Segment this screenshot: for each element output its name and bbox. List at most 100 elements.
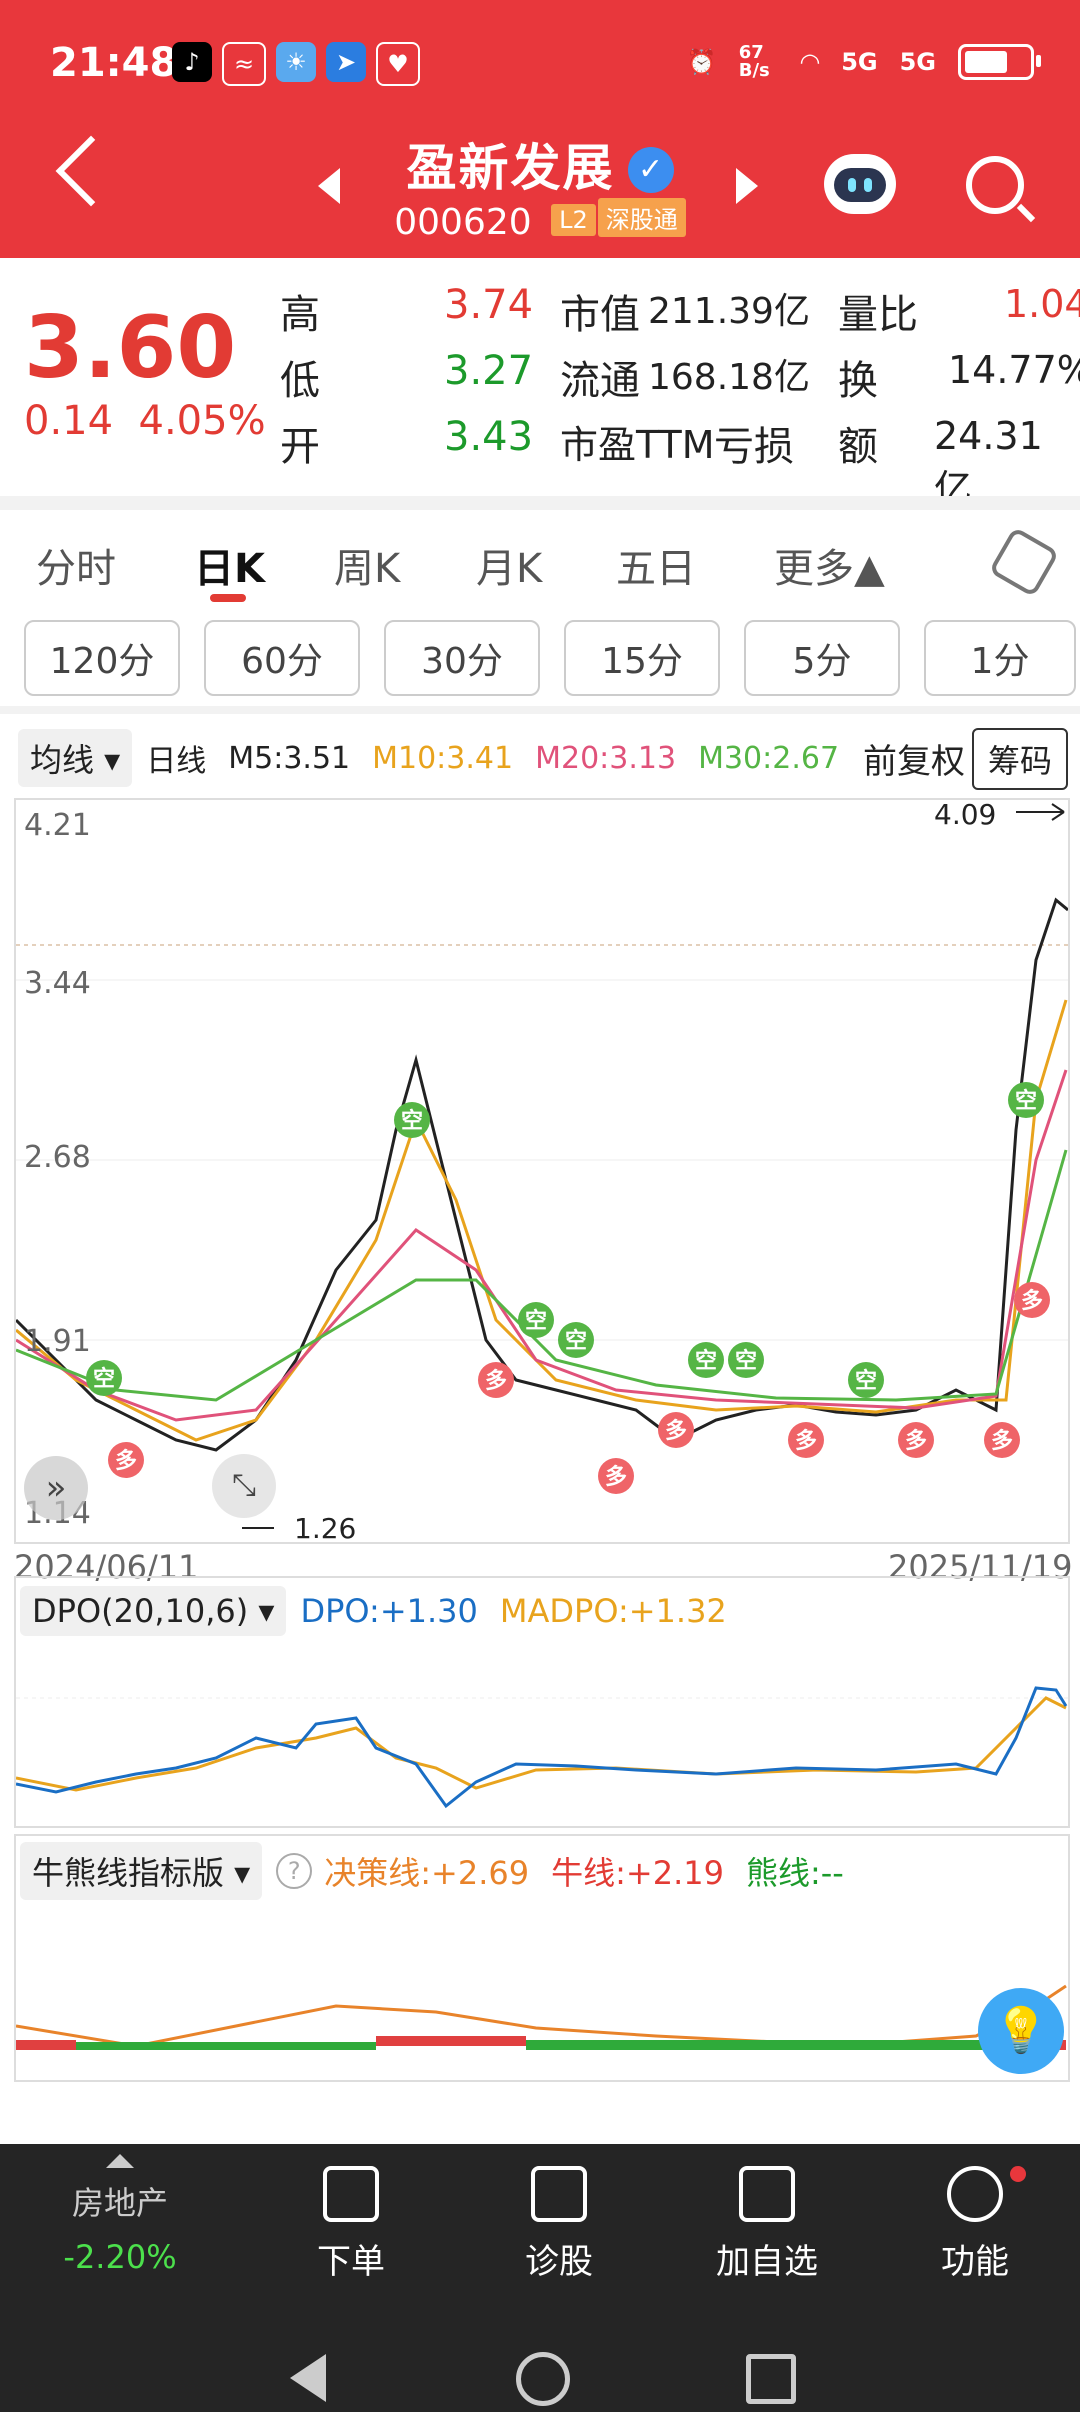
max-price-label: 4.09 (934, 798, 997, 831)
status-indicators: ⏰ 67 B/s ◠ 5G 5G (686, 44, 1041, 80)
dpo-header: DPO(20,10,6) ▾ DPO:+1.30 MADPO:+1.32 (20, 1586, 727, 1636)
svg-text:多: 多 (991, 1428, 1013, 1454)
bull-line-value: 牛线:+2.19 (551, 1854, 724, 1892)
value-open: 3.43 (444, 414, 534, 460)
stock-title: 盈新发展 ✓ (0, 128, 1080, 200)
svg-text:多: 多 (115, 1448, 137, 1474)
adjust-label[interactable]: 前复权 (863, 741, 966, 782)
change-pct: 4.05% (138, 398, 266, 444)
chip-button[interactable]: 筹码 (971, 728, 1068, 790)
arrow-app-icon: ➤ (326, 42, 366, 82)
system-recents-icon[interactable] (746, 2354, 796, 2404)
tab-five-day[interactable]: 五日 (616, 546, 696, 592)
dpo-value: DPO:+1.30 (300, 1592, 478, 1630)
nav-label-diagnose: 诊股 (525, 2242, 593, 2282)
end-date: 2025/11/19 (888, 1548, 1073, 1586)
system-back-icon[interactable] (290, 2354, 326, 2402)
search-icon[interactable] (966, 156, 1024, 214)
bull-bear-selector[interactable]: 牛熊线指标版 ▾ (20, 1842, 263, 1900)
svg-text:空: 空 (401, 1108, 423, 1134)
tab-weekly-k[interactable]: 周K (334, 546, 401, 592)
fullscreen-icon[interactable]: ⤡ (212, 1454, 276, 1518)
m5-value: M5:3.51 (228, 740, 351, 776)
btn-60min[interactable]: 60分 (204, 620, 360, 696)
minute-period-buttons: 120分 60分 30分 15分 5分 1分 (24, 620, 1076, 696)
notification-dot (1010, 2166, 1026, 2182)
y-label-2: 3.44 (24, 966, 91, 1001)
tab-daily-k[interactable]: 日K (194, 546, 265, 592)
label-mktcap: 市值 (560, 292, 640, 338)
btn-30min[interactable]: 30分 (384, 620, 540, 696)
value-turnover: 14.77% (948, 348, 1080, 392)
ma-type-dropdown[interactable]: 均线 ▾ (18, 729, 133, 787)
value-high: 3.74 (444, 282, 534, 328)
nav-place-order[interactable]: 下单 (276, 2166, 426, 2283)
svg-text:多: 多 (485, 1368, 507, 1394)
sector-info[interactable]: 房地产 -2.20% (60, 2154, 180, 2276)
svg-text:空: 空 (735, 1348, 757, 1374)
svg-text:多: 多 (905, 1428, 927, 1454)
tips-bulb-icon[interactable]: 💡 (978, 1988, 1064, 2074)
tag-l2: L2 (551, 204, 596, 236)
alarm-icon: ⏰ (686, 48, 717, 76)
divider (0, 706, 1080, 714)
svg-text:多: 多 (1021, 1288, 1043, 1314)
label-volratio: 量比 (838, 292, 918, 338)
btn-1min[interactable]: 1分 (924, 620, 1076, 696)
last-price: 3.60 (24, 298, 237, 398)
expand-up-icon (106, 2154, 134, 2168)
bull-bear-panel[interactable]: 牛熊线指标版 ▾ ? 决策线:+2.69 牛线:+2.19 熊线:-- 💡 (14, 1834, 1070, 2082)
m10-value: M10:3.41 (372, 740, 514, 776)
prev-stock-icon[interactable] (318, 168, 340, 204)
bear-line-value: 熊线:-- (745, 1854, 844, 1892)
tiktok-icon: ♪ (172, 42, 212, 82)
ai-assistant-icon[interactable] (824, 154, 896, 214)
dpo-panel[interactable]: DPO(20,10,6) ▾ DPO:+1.30 MADPO:+1.32 (14, 1576, 1070, 1828)
menu-icon (947, 2166, 1003, 2222)
dpo-selector[interactable]: DPO(20,10,6) ▾ (20, 1586, 287, 1636)
settings-icon[interactable] (988, 526, 1060, 598)
quote-panel: 3.60 0.14 4.05% 高 3.74 市值 211.39亿 量比 1.0… (0, 258, 1080, 511)
next-stock-icon[interactable] (736, 168, 758, 204)
plus-icon (739, 2166, 795, 2222)
btn-15min[interactable]: 15分 (564, 620, 720, 696)
tag-exchange: 深股通 (597, 198, 686, 237)
signal-label-2: 5G (899, 48, 936, 76)
btn-5min[interactable]: 5分 (744, 620, 900, 696)
m20-value: M20:3.13 (535, 740, 677, 776)
period-tabs: 分时 日K 周K 月K 五日 更多▲ (0, 510, 1080, 602)
signal-label-1: 5G (841, 48, 878, 76)
value-float: 168.18亿 (648, 357, 810, 398)
stock-code: 000620 (394, 202, 532, 243)
system-home-icon[interactable] (516, 2352, 570, 2406)
tab-more[interactable]: 更多▲ (774, 546, 885, 592)
label-high: 高 (280, 292, 320, 338)
kline-chart[interactable]: 空 多 空 空 空 多 多 多 空 空 多 空 多 多 空 多 4.21 3.4… (14, 798, 1070, 1545)
stock-name: 盈新发展 (406, 139, 615, 197)
tab-intraday[interactable]: 分时 (36, 546, 116, 592)
value-amount: 24.31亿 (934, 414, 1043, 511)
madpo-value: MADPO:+1.32 (499, 1592, 727, 1630)
price-change: 0.14 4.05% (24, 398, 266, 444)
m30-value: M30:2.67 (698, 740, 840, 776)
value-pe: 亏损 (714, 424, 794, 470)
btn-120min[interactable]: 120分 (24, 620, 180, 696)
value-volratio: 1.04 (1004, 282, 1080, 326)
svg-text:空: 空 (565, 1328, 587, 1354)
bull-bear-header: 牛熊线指标版 ▾ ? 决策线:+2.69 牛线:+2.19 熊线:-- (20, 1842, 844, 1900)
tab-monthly-k[interactable]: 月K (476, 546, 543, 592)
help-icon[interactable]: ? (276, 1853, 313, 1889)
value-low: 3.27 (444, 348, 534, 394)
nav-add-watchlist[interactable]: 加自选 (692, 2166, 842, 2283)
value-mktcap: 211.39亿 (648, 291, 810, 332)
nav-diagnose[interactable]: 诊股 (484, 2166, 634, 2283)
nav-label-functions: 功能 (941, 2242, 1009, 2282)
sector-name: 房地产 (71, 2184, 168, 2222)
nav-functions[interactable]: 功能 (900, 2166, 1050, 2283)
kline-svg: 空 多 空 空 空 多 多 多 空 空 多 空 多 多 空 多 (16, 803, 1068, 1529)
verified-icon: ✓ (627, 147, 674, 193)
wifi-icon: ◠ (800, 48, 820, 76)
expand-sidebar-icon[interactable]: » (24, 1456, 88, 1520)
label-open: 开 (280, 424, 320, 470)
y-label-3: 2.68 (24, 1140, 91, 1175)
